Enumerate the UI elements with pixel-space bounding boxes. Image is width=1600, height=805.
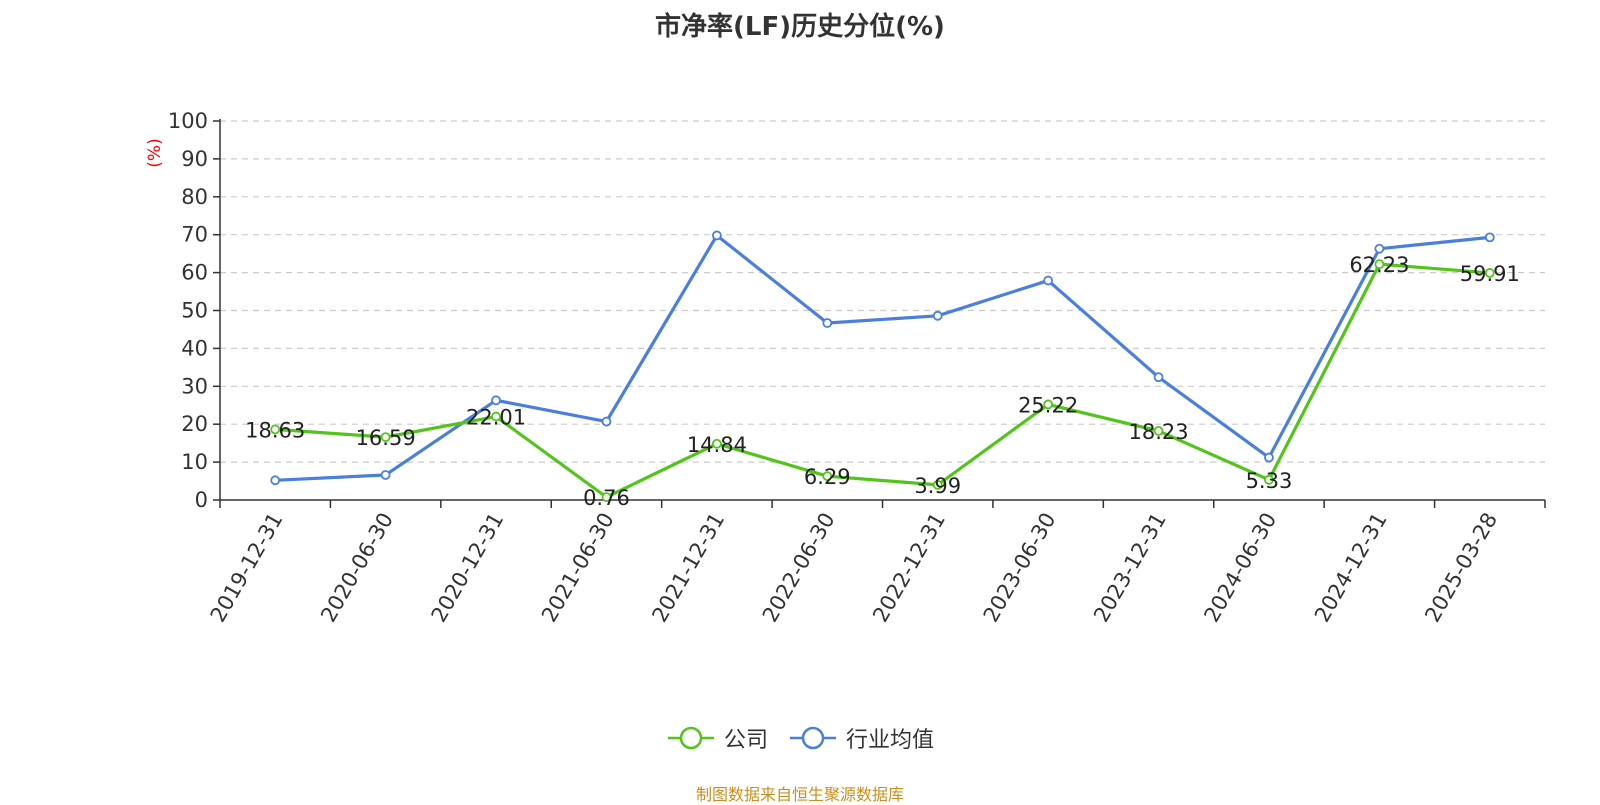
data-label: 16.59 bbox=[356, 426, 416, 450]
y-axis-label: (%) bbox=[145, 138, 165, 167]
y-tick-label: 80 bbox=[181, 185, 208, 209]
x-tick-label: 2023-06-30 bbox=[979, 509, 1061, 627]
data-point bbox=[1153, 372, 1164, 383]
data-point bbox=[380, 470, 391, 480]
data-point bbox=[711, 230, 722, 241]
y-tick-label: 50 bbox=[181, 299, 208, 323]
legend-label: 公司 bbox=[723, 728, 768, 753]
data-label: 0.76 bbox=[583, 486, 630, 510]
x-tick-label: 2021-06-30 bbox=[537, 509, 619, 627]
x-tick-label: 2020-06-30 bbox=[316, 509, 398, 627]
data-point bbox=[1153, 426, 1164, 436]
y-tick-label: 70 bbox=[181, 223, 208, 247]
legend-item[interactable]: 行业均值 bbox=[788, 722, 934, 754]
x-tick-label: 2020-12-31 bbox=[427, 508, 509, 626]
data-point bbox=[601, 492, 612, 503]
data-label: 18.63 bbox=[245, 418, 305, 442]
data-point bbox=[1264, 474, 1274, 485]
x-tick-label: 2019-12-31 bbox=[206, 509, 288, 627]
data-labels: 18.63 16.59 22.01 0.76 14.84 6.29 3.99 25.22 18.… bbox=[245, 253, 1520, 510]
x-tick-label: 2024-12-31 bbox=[1310, 509, 1392, 627]
data-point bbox=[1374, 259, 1385, 270]
x-tick-label: 2021-12-31 bbox=[647, 509, 729, 627]
data-point bbox=[491, 395, 501, 406]
data-point bbox=[491, 411, 501, 422]
series-lines bbox=[270, 230, 1495, 503]
series-line-0 bbox=[275, 262, 1490, 499]
x-tick-label: 2022-12-31 bbox=[868, 508, 950, 626]
x-tick-label: 2024-06-30 bbox=[1199, 509, 1281, 627]
data-label: 6.29 bbox=[804, 465, 851, 489]
data-label: 18.23 bbox=[1128, 420, 1188, 444]
y-tick-label: 30 bbox=[181, 374, 208, 398]
data-point bbox=[1264, 452, 1274, 463]
y-tick-label: 40 bbox=[181, 336, 208, 360]
y-tick-label: 100 bbox=[168, 109, 208, 133]
x-tick-label: 2025-03-28 bbox=[1420, 509, 1502, 627]
legend-item[interactable]: 公司 bbox=[666, 722, 768, 754]
data-label: 62.23 bbox=[1349, 253, 1409, 277]
data-point bbox=[1484, 268, 1495, 278]
data-label: 5.33 bbox=[1246, 469, 1293, 493]
x-tick-label: 2022-06-30 bbox=[758, 509, 840, 627]
data-label: 59.91 bbox=[1460, 262, 1520, 286]
y-tick-label: 60 bbox=[181, 261, 208, 285]
legend: 公司 行业均值 bbox=[0, 722, 1600, 754]
data-point bbox=[822, 471, 833, 482]
legend-label: 行业均值 bbox=[846, 728, 935, 753]
y-tick-label: 10 bbox=[181, 450, 208, 474]
data-point bbox=[270, 475, 281, 486]
y-tick-label: 90 bbox=[181, 147, 208, 171]
data-label: 25.22 bbox=[1018, 393, 1078, 417]
axes: 0 10 20 30 40 50 60 70 80 90 100 2019-12-31 2020-06-… bbox=[168, 109, 1546, 627]
x-tick-label: 2023-12-31 bbox=[1089, 509, 1171, 627]
series-line-1 bbox=[275, 233, 1490, 482]
y-tick-label: 0 bbox=[195, 488, 208, 512]
data-point bbox=[711, 438, 722, 449]
data-label: 22.01 bbox=[466, 406, 526, 430]
data-point bbox=[1484, 232, 1495, 243]
data-point bbox=[932, 479, 943, 490]
data-point bbox=[1043, 275, 1054, 286]
y-tick-label: 20 bbox=[181, 412, 208, 436]
data-point bbox=[932, 310, 943, 321]
data-point bbox=[601, 416, 612, 427]
data-point bbox=[1043, 399, 1054, 410]
legend-marker-icon bbox=[790, 726, 836, 750]
grid-lines bbox=[220, 120, 1545, 463]
data-point bbox=[822, 318, 833, 328]
legend-marker-icon bbox=[667, 726, 714, 750]
data-point bbox=[270, 424, 281, 435]
chart-title: 市净率(LF)历史分位(%) bbox=[655, 12, 945, 42]
data-label: 3.99 bbox=[914, 474, 961, 498]
source-note: 制图数据来自恒生聚源数据库 bbox=[695, 785, 904, 804]
data-point bbox=[380, 432, 391, 443]
data-point bbox=[1374, 243, 1385, 254]
data-label: 14.84 bbox=[687, 433, 747, 457]
